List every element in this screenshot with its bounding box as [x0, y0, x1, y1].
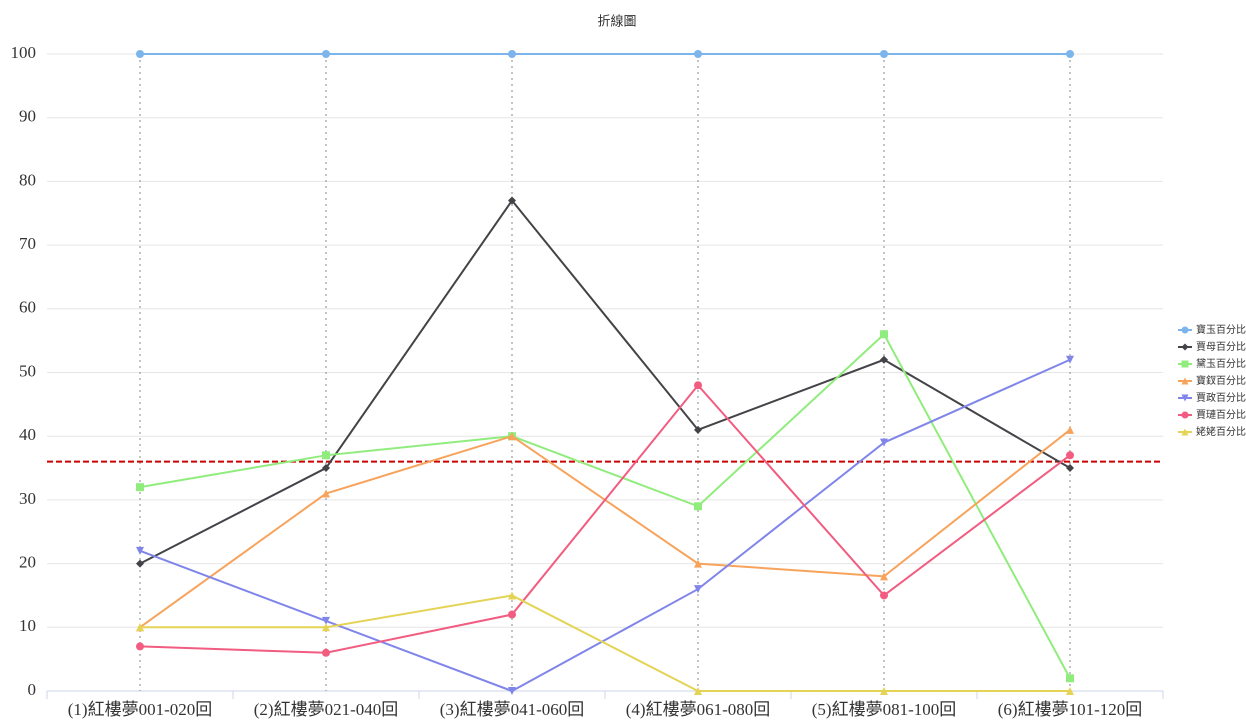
y-tick-label: 0	[28, 680, 37, 699]
point	[880, 591, 888, 600]
point	[508, 196, 516, 205]
series-line	[139, 383, 1071, 654]
chart-title: 折線圖	[597, 14, 636, 30]
legend-label: 寶釵百分比	[1196, 374, 1246, 387]
point	[1181, 411, 1189, 419]
point	[880, 330, 888, 339]
point	[1181, 394, 1189, 402]
point	[1181, 377, 1189, 385]
series-line	[139, 198, 1071, 565]
point	[694, 502, 702, 511]
point	[322, 489, 330, 498]
point	[136, 483, 144, 492]
point	[694, 425, 702, 434]
y-tick-label: 50	[19, 361, 36, 380]
series-line	[139, 429, 1071, 629]
point	[694, 687, 702, 695]
point	[1066, 451, 1074, 460]
legend-label: 賈政百分比	[1196, 391, 1246, 404]
point	[136, 642, 144, 651]
point	[880, 355, 888, 364]
x-tick-label: (3)紅樓夢041-060回	[440, 700, 584, 719]
legend-label: 寶玉百分比	[1196, 323, 1246, 336]
point	[880, 438, 888, 447]
point	[508, 432, 516, 441]
point	[136, 546, 144, 555]
point	[694, 585, 702, 594]
point	[508, 687, 516, 695]
x-tick-label: (2)紅樓夢021-040回	[254, 700, 398, 719]
point	[1066, 687, 1074, 695]
point	[136, 623, 144, 632]
point	[508, 591, 516, 600]
point	[694, 381, 702, 390]
point	[322, 464, 330, 473]
point	[1181, 428, 1189, 436]
point	[136, 50, 144, 58]
legend-label: 賈璉百分比	[1196, 408, 1246, 421]
point	[880, 687, 888, 695]
series-line	[139, 332, 1071, 679]
point	[508, 50, 516, 58]
x-tick-label: (6)紅樓夢101-120回	[998, 700, 1142, 719]
point	[322, 50, 330, 58]
y-tick-label: 30	[19, 489, 36, 508]
point	[1066, 50, 1074, 58]
point	[508, 610, 516, 619]
series-line	[139, 358, 1071, 693]
x-tick-label: (5)紅樓夢081-100回	[812, 700, 956, 719]
series-line	[140, 594, 1070, 692]
legend-label: 黛玉百分比	[1196, 357, 1246, 370]
point	[322, 648, 330, 657]
y-tick-label: 40	[19, 425, 36, 444]
x-tick-label: (1)紅樓夢001-020回	[68, 700, 212, 719]
x-tick-label: (4)紅樓夢061-080回	[626, 700, 770, 719]
point	[1181, 360, 1189, 368]
legend-label: 賈母百分比	[1196, 341, 1246, 353]
point	[1181, 326, 1189, 334]
point	[1066, 355, 1074, 364]
y-tick-label: 10	[19, 616, 36, 635]
point	[880, 572, 888, 581]
y-tick-label: 70	[19, 234, 36, 253]
point	[1181, 343, 1189, 351]
y-tick-label: 20	[19, 553, 36, 572]
legend-label: 姥姥百分比	[1196, 425, 1246, 438]
point	[322, 616, 330, 625]
point	[1066, 425, 1074, 434]
point	[694, 50, 702, 58]
point	[1066, 674, 1074, 683]
point	[1066, 464, 1074, 473]
y-tick-label: 90	[19, 107, 36, 126]
y-tick-label: 80	[19, 170, 36, 189]
point	[322, 451, 330, 460]
point	[136, 559, 144, 568]
point	[322, 623, 330, 632]
point	[880, 50, 888, 58]
y-tick-label: 60	[19, 298, 36, 317]
y-tick-label: 100	[11, 43, 37, 62]
point	[694, 559, 702, 568]
